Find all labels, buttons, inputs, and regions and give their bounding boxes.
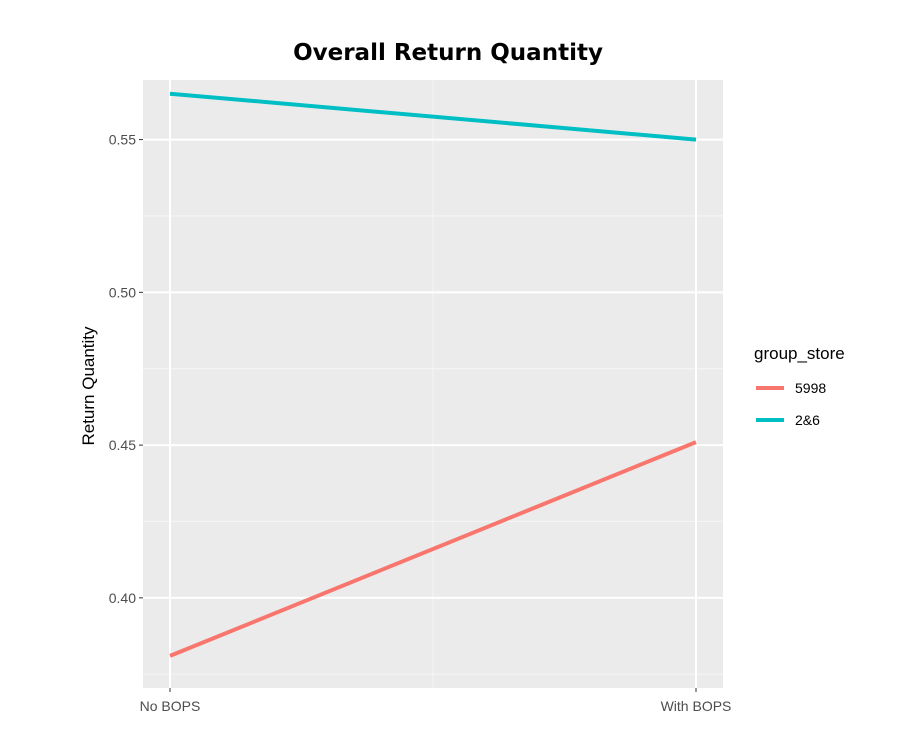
y-tick-label: 0.50 xyxy=(109,284,136,300)
series-lines xyxy=(169,91,697,658)
chart-title: Overall Return Quantity xyxy=(293,40,603,66)
legend-label: 2&6 xyxy=(795,412,820,428)
minor-gridlines xyxy=(143,80,723,688)
x-tick-label: No BOPS xyxy=(140,698,201,714)
axis-ticks xyxy=(139,139,697,692)
y-tick-labels: 0.40 0.45 0.50 0.55 xyxy=(109,132,136,606)
major-gridlines xyxy=(143,80,723,688)
series-line xyxy=(169,440,697,658)
y-tick-label: 0.45 xyxy=(109,437,136,453)
y-tick-label: 0.55 xyxy=(109,132,136,148)
series-line xyxy=(169,91,697,142)
x-tick-label: With BOPS xyxy=(661,698,732,714)
y-tick-label: 0.40 xyxy=(109,590,136,606)
legend-label: 5998 xyxy=(795,380,826,396)
y-axis-title: Return Quantity xyxy=(79,326,98,446)
legend-title: group_store xyxy=(754,344,845,363)
legend: group_store 5998 2&6 xyxy=(754,344,845,428)
x-tick-labels: No BOPS With BOPS xyxy=(140,698,732,714)
legend-items: 5998 2&6 xyxy=(756,380,826,428)
